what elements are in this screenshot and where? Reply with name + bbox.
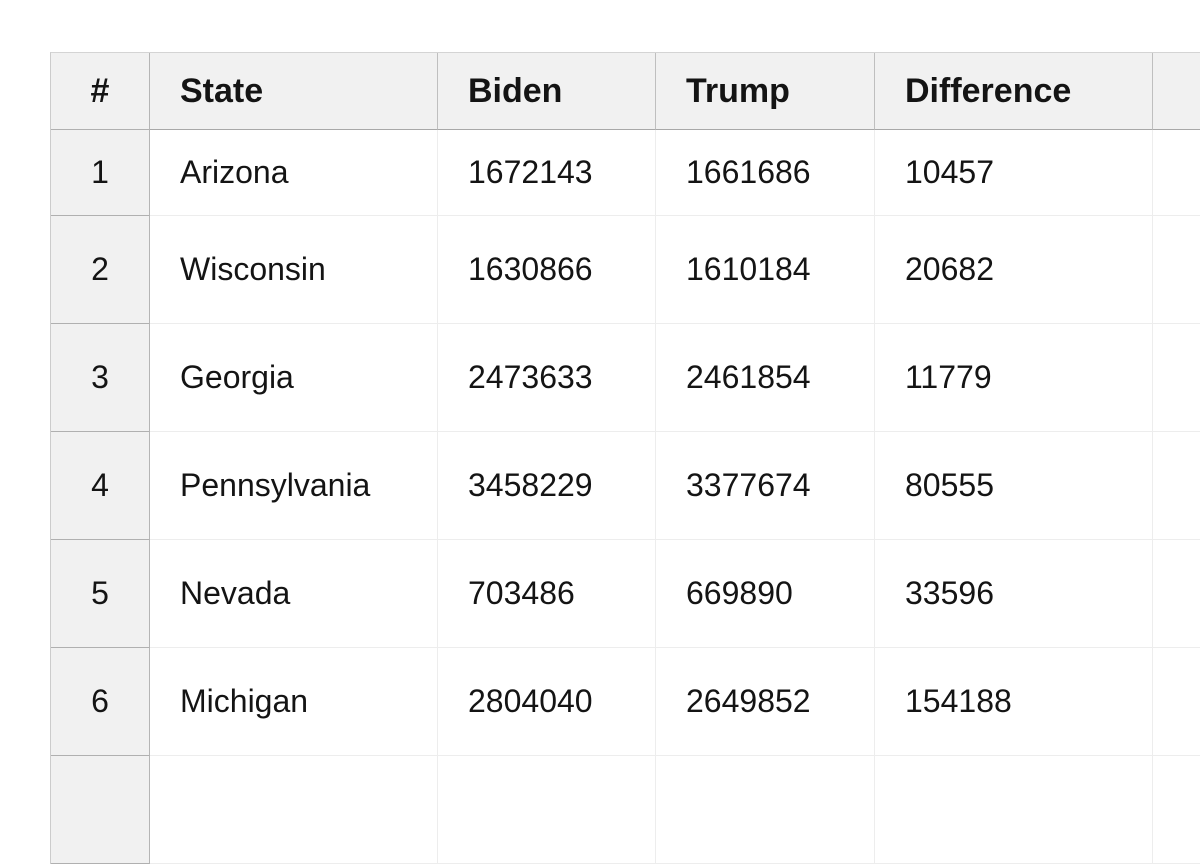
cell-trump[interactable] [656, 756, 875, 864]
header-cell-difference[interactable]: Difference [875, 53, 1153, 130]
cell-biden[interactable]: 1672143 [438, 130, 656, 216]
header-cell-trump[interactable]: Trump [656, 53, 875, 130]
cell-trump[interactable]: 1610184 [656, 216, 875, 324]
cell-state[interactable]: Pennsylvania [150, 432, 438, 540]
row-number-cell[interactable]: 1 [51, 130, 150, 216]
cell-extra[interactable] [1153, 216, 1200, 324]
row-number-cell[interactable]: 3 [51, 324, 150, 432]
row-number-cell[interactable]: 2 [51, 216, 150, 324]
cell-biden[interactable] [438, 756, 656, 864]
cell-state[interactable]: Wisconsin [150, 216, 438, 324]
row-number-cell[interactable] [51, 756, 150, 864]
cell-trump[interactable]: 669890 [656, 540, 875, 648]
cell-extra[interactable] [1153, 324, 1200, 432]
cell-state[interactable]: Arizona [150, 130, 438, 216]
cell-difference[interactable] [875, 756, 1153, 864]
header-cell-biden[interactable]: Biden [438, 53, 656, 130]
data-table: # State Biden Trump Difference 1 Arizona… [50, 52, 1200, 864]
header-cell-extra[interactable] [1153, 53, 1200, 130]
cell-trump[interactable]: 2649852 [656, 648, 875, 756]
cell-biden[interactable]: 1630866 [438, 216, 656, 324]
cell-difference[interactable]: 33596 [875, 540, 1153, 648]
cell-state[interactable]: Nevada [150, 540, 438, 648]
cell-state[interactable] [150, 756, 438, 864]
cell-state[interactable]: Georgia [150, 324, 438, 432]
cell-difference[interactable]: 20682 [875, 216, 1153, 324]
cell-extra[interactable] [1153, 756, 1200, 864]
cell-difference[interactable]: 154188 [875, 648, 1153, 756]
header-cell-index[interactable]: # [51, 53, 150, 130]
cell-biden[interactable]: 2804040 [438, 648, 656, 756]
cell-trump[interactable]: 1661686 [656, 130, 875, 216]
row-number-cell[interactable]: 5 [51, 540, 150, 648]
row-number-cell[interactable]: 4 [51, 432, 150, 540]
cell-difference[interactable]: 10457 [875, 130, 1153, 216]
cell-extra[interactable] [1153, 130, 1200, 216]
cell-extra[interactable] [1153, 648, 1200, 756]
cell-biden[interactable]: 3458229 [438, 432, 656, 540]
cell-trump[interactable]: 3377674 [656, 432, 875, 540]
cell-extra[interactable] [1153, 540, 1200, 648]
cell-biden[interactable]: 2473633 [438, 324, 656, 432]
cell-state[interactable]: Michigan [150, 648, 438, 756]
cell-extra[interactable] [1153, 432, 1200, 540]
cell-trump[interactable]: 2461854 [656, 324, 875, 432]
header-cell-state[interactable]: State [150, 53, 438, 130]
cell-difference[interactable]: 11779 [875, 324, 1153, 432]
cell-difference[interactable]: 80555 [875, 432, 1153, 540]
cell-biden[interactable]: 703486 [438, 540, 656, 648]
row-number-cell[interactable]: 6 [51, 648, 150, 756]
